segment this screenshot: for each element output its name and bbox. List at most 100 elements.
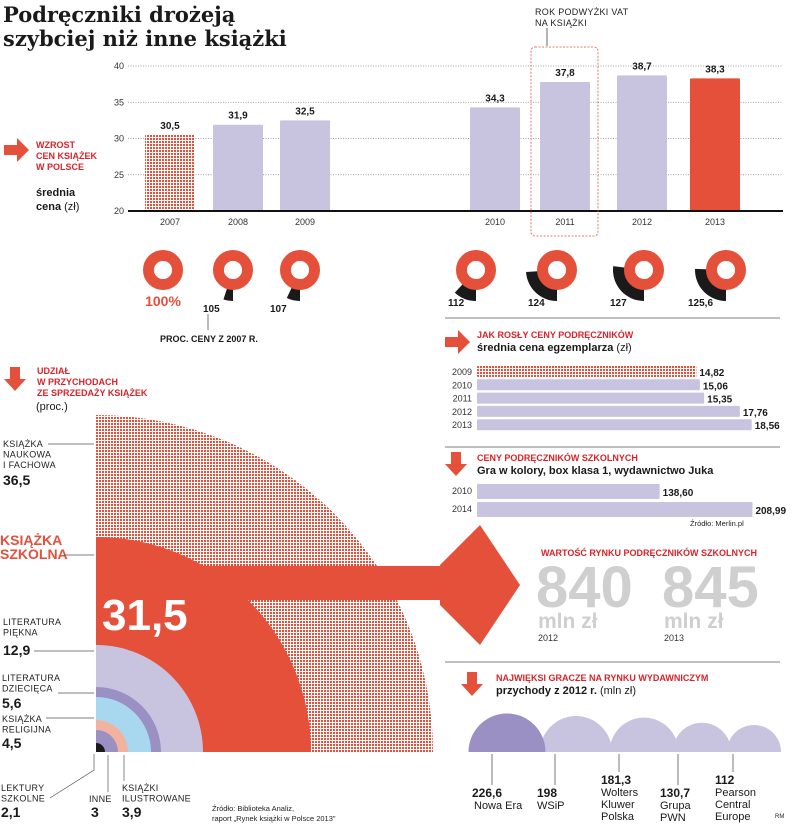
price-heading-3: W POLSCE bbox=[36, 162, 84, 172]
y-tick-label: 30 bbox=[114, 134, 124, 144]
price-index-label: 125,6 bbox=[688, 298, 713, 309]
price-subtitle-2: cena (zł) bbox=[36, 201, 79, 213]
bar-2011 bbox=[477, 392, 705, 404]
price-index-label: 107 bbox=[270, 304, 287, 315]
donut-hole bbox=[548, 261, 566, 279]
vat-annotation-1: ROK PODWYŻKI VAT bbox=[535, 7, 629, 17]
textbook-prices-subtitle: średnia cena egzemplarza (zł) bbox=[477, 342, 632, 354]
x-tick-label: 2009 bbox=[295, 217, 315, 227]
publisher-name: WSiP bbox=[537, 800, 565, 812]
label-religious: RELIGIJNA bbox=[2, 725, 51, 735]
publishers-subtitle: przychody z 2012 r. (mln zł) bbox=[496, 685, 636, 697]
label-school-1: KSIĄŻKA bbox=[0, 532, 62, 548]
bar-2008 bbox=[213, 124, 263, 211]
price-index-label: 124 bbox=[528, 298, 545, 309]
market-value-year-2013: 2013 bbox=[664, 633, 684, 643]
label-children: LITERATURA bbox=[2, 673, 60, 683]
category-label: 2010 bbox=[452, 380, 472, 390]
bar-value-label: 38,3 bbox=[705, 64, 725, 75]
price-index-donut bbox=[280, 250, 320, 290]
school-book-prices-subtitle: Gra w kolory, box klasa 1, wydawnictwo J… bbox=[477, 465, 714, 477]
bar-value-label: 37,8 bbox=[555, 68, 575, 79]
price-index-donuts: 100% 105 107 112 124 127 125,6 bbox=[143, 250, 746, 315]
label-illustrated: ILUSTROWANE bbox=[122, 794, 191, 804]
value-children: 5,6 bbox=[2, 695, 22, 711]
publisher-name: Nowa Era bbox=[474, 800, 523, 812]
bar-2014 bbox=[477, 502, 753, 517]
bar-2010 bbox=[477, 379, 700, 391]
price-heading-1: WZROST bbox=[36, 140, 75, 150]
price-index-donut bbox=[537, 250, 577, 290]
y-tick-label: 35 bbox=[114, 97, 124, 107]
y-tick-label: 40 bbox=[114, 61, 124, 71]
market-value-year-2012: 2012 bbox=[538, 633, 558, 643]
bar-value-label: 18,56 bbox=[755, 421, 780, 432]
donut-hole bbox=[224, 261, 242, 279]
publisher-name: Europe bbox=[715, 811, 750, 823]
publisher-semicircle bbox=[726, 724, 782, 752]
bar-2009 bbox=[280, 120, 330, 211]
textbook-prices-title: JAK ROSŁY CENY PODRĘCZNIKÓW bbox=[477, 329, 634, 340]
school-book-prices-chart: 2010 138,60 2014 208,99 bbox=[452, 484, 786, 517]
bar-value-label: 31,9 bbox=[228, 111, 248, 122]
publisher-name: Kluwer bbox=[601, 799, 635, 811]
label-fiction: LITERATURA bbox=[3, 617, 61, 627]
publisher-revenue: 226,6 bbox=[472, 786, 502, 800]
price-bar-chart: 20 25 30 35 40 30,5 2007 31,9 2008 32,5 2009 34,3 20… bbox=[114, 61, 783, 227]
publisher-name: Central bbox=[715, 799, 750, 811]
category-label: 2009 bbox=[452, 367, 472, 377]
bar-value-label: 34,3 bbox=[485, 93, 505, 104]
title-line-1: Podręczniki drożeją bbox=[3, 2, 236, 27]
donut-hole bbox=[291, 261, 309, 279]
market-value-unit-2012: mln zł bbox=[538, 610, 598, 633]
bar-value-label: 32,5 bbox=[295, 106, 315, 117]
bar-value-label: 38,7 bbox=[632, 61, 652, 72]
share-title-3: ZE SPRZEDAŻY KSIĄŻEK bbox=[37, 388, 148, 398]
label-school-readings: LEKTURY bbox=[1, 783, 44, 793]
x-tick-label: 2010 bbox=[485, 217, 505, 227]
bar-2010 bbox=[477, 484, 660, 499]
publisher-name: Pearson bbox=[715, 787, 756, 799]
arrow-right-icon bbox=[445, 330, 470, 354]
bar-2009 bbox=[477, 366, 697, 377]
arrow-right-icon bbox=[4, 138, 29, 162]
textbook-prices-chart: 2009 14,82 2010 15,06 2011 15,35 2012 17,76 2013… bbox=[452, 366, 780, 432]
bar-value-label: 14,82 bbox=[699, 368, 724, 379]
bar-2013 bbox=[477, 419, 752, 431]
bar-value-label: 15,06 bbox=[703, 381, 728, 392]
publisher-name: Grupa bbox=[660, 800, 691, 812]
donut-hole bbox=[635, 261, 653, 279]
share-source-1: Źródło: Biblioteka Analiz, bbox=[212, 804, 294, 813]
publisher-semicircle bbox=[609, 717, 679, 752]
x-tick-label: 2007 bbox=[160, 217, 180, 227]
market-value-2013: 845 bbox=[662, 555, 759, 620]
x-tick-label: 2012 bbox=[632, 217, 652, 227]
publisher-name: Polska bbox=[601, 811, 635, 823]
publisher-revenue: 198 bbox=[537, 786, 557, 800]
category-label: 2012 bbox=[452, 407, 472, 417]
bar-2011 bbox=[540, 81, 590, 211]
price-index-donut bbox=[143, 250, 183, 290]
x-tick-label: 2011 bbox=[555, 217, 574, 227]
value-school-readings: 2,1 bbox=[1, 804, 21, 820]
publisher-revenue: 181,3 bbox=[601, 773, 631, 787]
price-heading-2: CEN KSIĄŻEK bbox=[36, 151, 98, 161]
vat-annotation-2: NA KSIĄŻKI bbox=[535, 18, 587, 28]
label-illustrated: KSIĄŻKI bbox=[122, 783, 159, 793]
arrow-down-icon bbox=[4, 367, 26, 391]
value-other: 3 bbox=[91, 804, 99, 820]
arrow-down-icon bbox=[445, 452, 467, 476]
publisher-name: Wolters bbox=[601, 787, 639, 799]
share-unit: (proc.) bbox=[36, 401, 68, 413]
share-source-2: raport „Rynek książki w Polsce 2013" bbox=[212, 814, 336, 823]
price-index-donut bbox=[706, 250, 746, 290]
publisher-revenue: 130,7 bbox=[660, 786, 690, 800]
price-index-donut bbox=[213, 250, 253, 290]
label-school-2: SZKOLNA bbox=[0, 546, 68, 562]
publishers-title: NAJWIĘKSI GRACZE NA RYNKU WYDAWNICZYM bbox=[496, 673, 708, 683]
label-children: DZIECIĘCA bbox=[2, 684, 53, 694]
category-label: 2010 bbox=[452, 486, 472, 496]
